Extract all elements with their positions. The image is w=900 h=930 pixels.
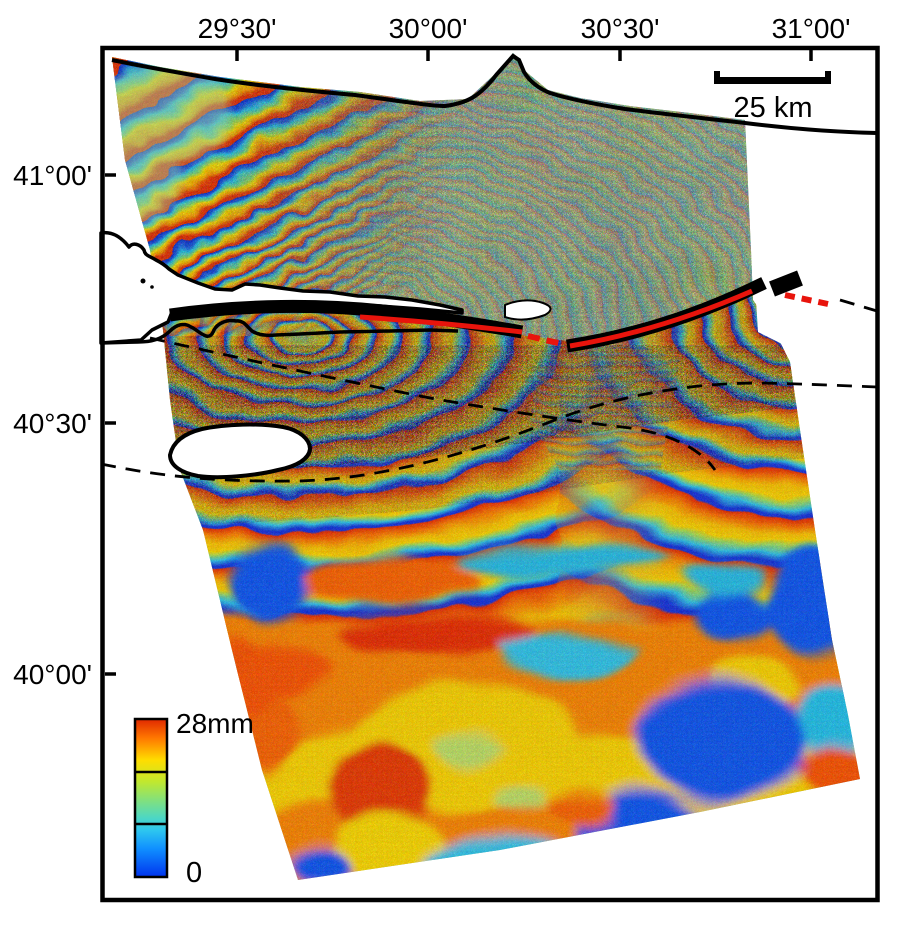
svg-text:30°00': 30°00' xyxy=(389,13,468,44)
svg-text:40°00': 40°00' xyxy=(13,659,92,690)
svg-text:28mm: 28mm xyxy=(176,708,254,739)
svg-text:30°30': 30°30' xyxy=(581,13,660,44)
svg-text:25 km: 25 km xyxy=(734,92,813,124)
svg-text:41°00': 41°00' xyxy=(13,160,92,191)
svg-text:0: 0 xyxy=(186,857,202,889)
svg-text:31°00': 31°00' xyxy=(772,13,851,44)
svg-text:29°30': 29°30' xyxy=(198,13,277,44)
svg-text:40°30': 40°30' xyxy=(13,408,92,439)
